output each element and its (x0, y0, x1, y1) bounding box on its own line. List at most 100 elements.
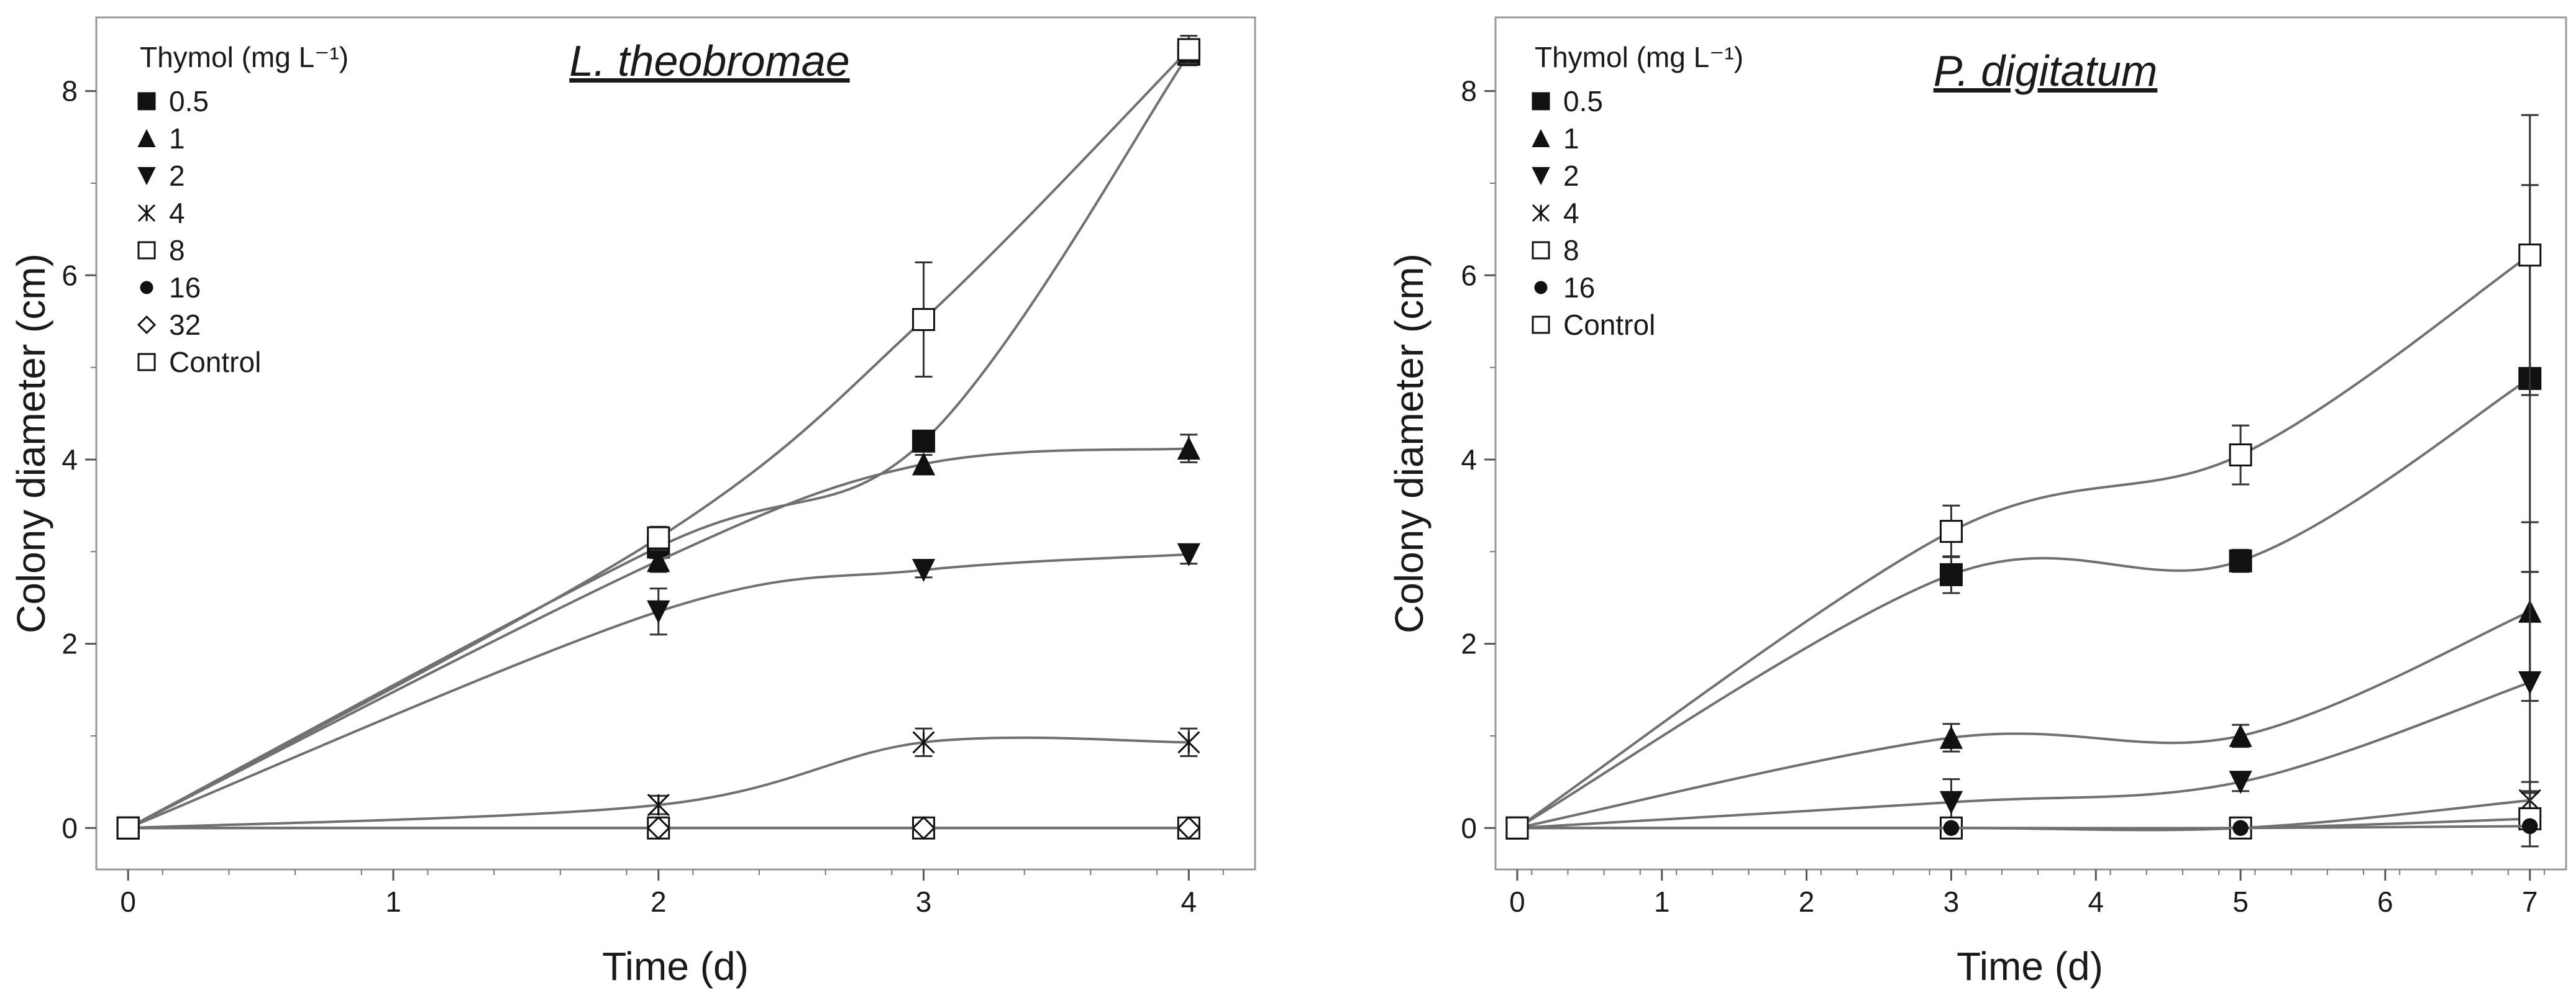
series-1 (1505, 521, 2542, 840)
x-tick-label: 5 (2232, 886, 2249, 918)
series-line (127, 447, 1189, 830)
x-axis-label: Time (d) (1957, 944, 2103, 989)
data-point (2229, 549, 2252, 573)
chart-panel-l-theobromae: L. theobromae Time (d) Colony diameter (… (9, 16, 1256, 989)
series-control (1505, 114, 2542, 840)
legend-marker (137, 92, 156, 111)
plot-frame (1494, 16, 2567, 871)
legend-label: 2 (1563, 160, 1579, 192)
legend-marker (140, 281, 153, 294)
plot-frame (95, 16, 1256, 871)
data-point (1177, 816, 1201, 840)
data-point (1177, 543, 1200, 566)
series-line (127, 48, 1190, 830)
legend-label: 0.5 (169, 85, 209, 117)
data-point (2518, 243, 2542, 267)
data-point (911, 452, 936, 476)
y-axis-label: Colony diameter (cm) (9, 253, 53, 633)
legend-marker (137, 167, 156, 186)
data-point (2229, 724, 2252, 747)
x-tick-label: 3 (1943, 886, 1960, 918)
data-point (646, 816, 670, 840)
data-point (1939, 563, 1963, 586)
legend-label: 16 (1563, 271, 1595, 304)
legend-label: Control (1563, 309, 1655, 341)
data-point (2229, 771, 2252, 794)
legend-marker (1534, 281, 1548, 294)
chart-panel-p-digitatum: P. digitatum Time (d) Colony diameter (c… (1387, 16, 2567, 989)
legend-marker (1532, 92, 1550, 111)
series-0-5 (116, 42, 1200, 840)
y-tick-label: 0 (62, 812, 78, 844)
series-line (1517, 799, 2530, 832)
data-point (1177, 731, 1200, 754)
y-tick-label: 0 (1461, 812, 1477, 844)
y-tick-label: 4 (1461, 443, 1477, 476)
x-tick-label: 3 (916, 886, 932, 918)
y-tick-label: 6 (62, 259, 78, 291)
series-control (116, 35, 1200, 840)
legend-label: Control (169, 346, 261, 378)
series-line (1516, 377, 2531, 829)
series-32 (116, 816, 1201, 840)
data-point (647, 548, 670, 573)
data-point (647, 794, 670, 817)
data-point (911, 816, 936, 840)
data-point (2232, 820, 2249, 837)
legend-marker (1532, 315, 1550, 334)
y-tick-label: 6 (1461, 259, 1477, 291)
y-tick-label: 8 (62, 75, 78, 107)
data-point (1177, 436, 1200, 460)
series-1 (116, 433, 1200, 840)
x-tick-label: 1 (385, 886, 401, 918)
x-tick-label: 2 (651, 886, 667, 918)
legend-label: 1 (1563, 122, 1579, 155)
x-tick-label: 1 (1654, 886, 1670, 918)
legend-marker (1532, 129, 1550, 147)
x-tick-label: 0 (1509, 886, 1525, 918)
legend-marker (137, 241, 156, 260)
y-tick-label: 4 (62, 443, 78, 476)
chart-title: P. digitatum (1934, 47, 2158, 95)
data-point (912, 308, 936, 332)
data-point (1177, 38, 1200, 61)
series-2 (1505, 571, 2542, 840)
series-2 (116, 543, 1200, 840)
legend-marker (1532, 204, 1550, 222)
legend-label: 0.5 (1563, 85, 1603, 117)
data-point (647, 526, 670, 550)
legend-label: 1 (169, 122, 185, 155)
legend-label: 8 (169, 234, 185, 266)
x-tick-label: 0 (120, 886, 136, 918)
y-tick-label: 2 (62, 628, 78, 660)
x-tick-label: 6 (2377, 886, 2393, 918)
data-point (912, 429, 936, 453)
series-line (1517, 681, 2531, 830)
legend-label: 4 (1563, 197, 1579, 229)
legend-marker (137, 129, 156, 147)
legend-label: 2 (169, 160, 185, 192)
y-tick-label: 8 (1461, 75, 1477, 107)
data-point (1939, 791, 1963, 814)
data-point (1505, 816, 1529, 840)
series-line (1517, 610, 2531, 830)
legend-marker (137, 353, 156, 371)
data-point (1943, 820, 1960, 837)
legend-marker (137, 315, 157, 335)
legend-label: 16 (169, 271, 201, 304)
legend-label: 32 (169, 309, 201, 341)
data-point (912, 731, 935, 754)
chart-title: L. theobromae (569, 37, 849, 85)
series-0-5 (1505, 184, 2542, 840)
series-4 (1505, 781, 2541, 840)
series-line (127, 553, 1189, 830)
data-point (2229, 443, 2252, 467)
legend-marker (1532, 167, 1550, 186)
data-point (1939, 725, 1963, 749)
legend-label: 8 (1563, 234, 1579, 266)
x-tick-label: 2 (1799, 886, 1815, 918)
data-point (116, 816, 140, 840)
x-tick-label: 4 (1181, 886, 1197, 918)
y-axis-label: Colony diameter (cm) (1387, 253, 1432, 633)
